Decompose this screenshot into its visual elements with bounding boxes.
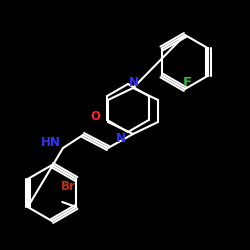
Text: N: N — [129, 76, 139, 88]
Text: N: N — [116, 132, 126, 144]
Text: F: F — [182, 76, 192, 88]
Text: HN: HN — [41, 136, 61, 148]
Text: O: O — [90, 110, 100, 122]
Text: Br: Br — [61, 180, 76, 192]
